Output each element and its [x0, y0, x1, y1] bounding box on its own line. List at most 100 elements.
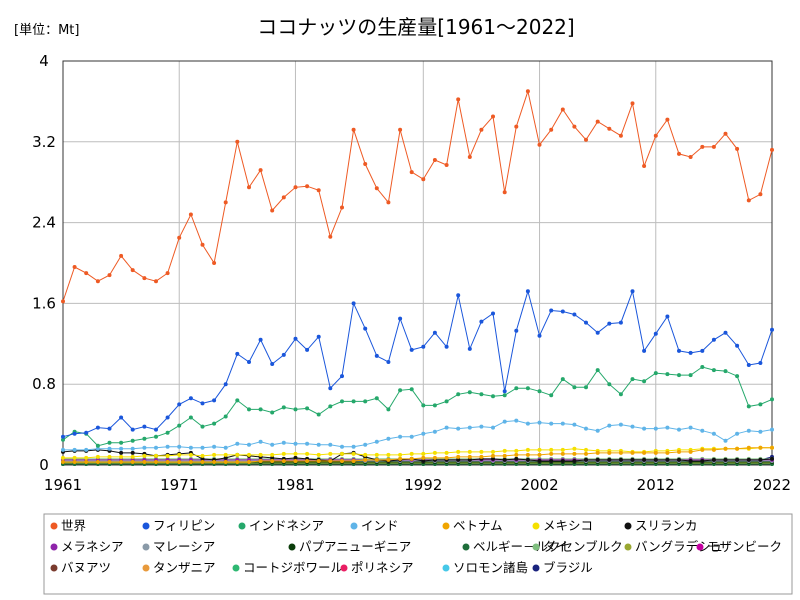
data-point — [374, 396, 379, 401]
data-point — [223, 460, 228, 464]
data-point — [584, 320, 588, 325]
series-line — [62, 89, 773, 302]
legend-marker — [624, 543, 632, 551]
legend-marker — [532, 543, 540, 551]
data-point — [386, 452, 391, 457]
data-point — [84, 430, 89, 435]
data-point — [688, 350, 693, 355]
data-point — [328, 234, 333, 239]
legend-marker — [238, 522, 246, 530]
data-point — [514, 386, 519, 391]
legend-label: フィリピン — [153, 518, 215, 533]
data-point — [618, 422, 623, 427]
legend-item: モザンビーク — [696, 539, 782, 554]
data-point — [467, 457, 472, 462]
data-point — [491, 114, 495, 119]
data-point — [514, 328, 519, 333]
series-line — [62, 289, 773, 438]
data-point — [688, 425, 693, 430]
legend-box — [43, 513, 793, 595]
legend-marker — [442, 564, 450, 572]
legend-label: ポリネシア — [351, 560, 414, 575]
legend-marker — [142, 564, 150, 572]
data-point — [467, 454, 472, 459]
data-point — [386, 436, 391, 441]
data-point — [328, 459, 333, 463]
legend-item: メラネシア — [50, 539, 124, 554]
data-point — [723, 457, 728, 462]
data-point — [374, 452, 379, 457]
data-point — [444, 425, 449, 430]
data-point — [502, 448, 507, 453]
data-point — [549, 451, 554, 456]
data-point — [630, 450, 635, 455]
data-point — [130, 268, 135, 273]
data-point — [340, 205, 344, 210]
data-point — [235, 452, 240, 457]
data-point — [432, 403, 437, 408]
data-point — [479, 454, 484, 459]
data-point — [584, 137, 588, 142]
data-point — [119, 460, 124, 464]
legend-marker — [288, 543, 296, 551]
data-point — [677, 449, 681, 454]
data-point — [549, 393, 554, 398]
data-point — [502, 393, 507, 398]
data-point — [525, 386, 530, 391]
legend-item: ソロモン諸島 — [442, 560, 528, 575]
data-point — [95, 460, 100, 464]
data-point — [735, 446, 740, 451]
data-point — [595, 450, 600, 455]
data-point — [456, 454, 461, 459]
x-tick-label: 1961 — [44, 476, 82, 494]
data-point — [723, 330, 728, 335]
data-point — [677, 457, 681, 462]
data-point — [700, 428, 705, 433]
data-point — [293, 451, 298, 456]
data-point — [340, 399, 344, 404]
data-point — [770, 456, 774, 461]
data-point — [177, 423, 182, 428]
legend-item: ポリネシア — [340, 560, 414, 575]
data-point — [491, 456, 495, 461]
data-point — [723, 369, 728, 374]
data-point — [305, 441, 310, 446]
data-point — [467, 449, 472, 454]
data-point — [711, 368, 716, 373]
data-point — [491, 449, 495, 454]
data-point — [537, 333, 542, 338]
data-point — [119, 440, 124, 445]
data-point — [188, 445, 193, 450]
data-point — [479, 424, 484, 429]
data-point — [758, 402, 763, 407]
data-point — [758, 457, 763, 462]
data-point — [258, 337, 263, 342]
data-point — [293, 455, 298, 460]
data-point — [247, 185, 251, 190]
data-point — [572, 451, 577, 456]
data-point — [421, 459, 426, 463]
data-point — [421, 451, 426, 456]
data-point — [432, 429, 437, 434]
data-point — [130, 450, 135, 455]
data-point — [572, 124, 577, 129]
data-point — [142, 445, 147, 450]
data-point — [677, 348, 681, 353]
data-point — [84, 271, 89, 276]
y-tick-label: 1.6 — [32, 294, 56, 312]
legend-item: パプアニューギニア — [288, 539, 411, 554]
data-point — [328, 451, 333, 456]
data-point — [758, 192, 763, 197]
data-point — [281, 440, 286, 445]
y-tick-label: 2.4 — [32, 214, 56, 232]
data-point — [700, 348, 705, 353]
data-point — [247, 452, 251, 457]
data-point — [514, 456, 519, 461]
data-point — [584, 426, 588, 431]
data-point — [351, 127, 356, 132]
data-point — [61, 299, 65, 304]
data-point — [467, 390, 472, 395]
legend-label: パプアニューギニア — [299, 539, 411, 554]
data-point — [700, 447, 705, 452]
